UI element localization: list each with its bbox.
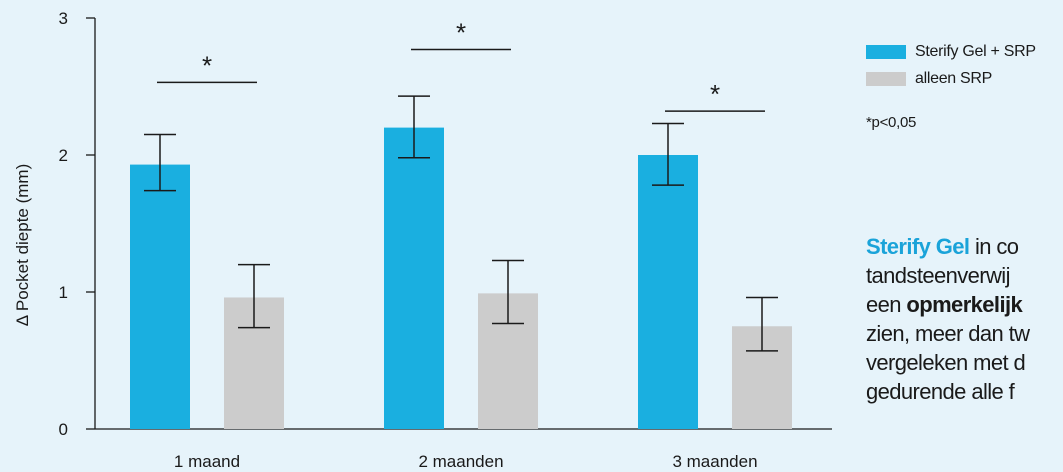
description-strong: opmerkelijk [906,292,1023,317]
legend-item-srp: alleen SRP [866,70,1036,88]
y-tick-label: 0 [59,420,68,439]
chart-axes: 0 1 2 3 1 maand 2 maanden 3 maanden [59,9,832,471]
y-tick-label: 2 [59,146,68,165]
significance-star: * [456,18,466,48]
chart-legend: Sterify Gel + SRP alleen SRP [866,43,1036,97]
y-axis-label: Δ Pocket diepte (mm) [13,164,32,327]
chart-error-bars [144,95,778,352]
bar-sterify [130,164,190,429]
description-line-6: gedurende alle f [866,379,1015,404]
description-line-1: Sterify Gel in co [866,232,1063,261]
x-tick-label: 1 maand [174,452,240,471]
significance-footnote: *p<0,05 [866,114,917,131]
legend-item-sterify: Sterify Gel + SRP [866,43,1036,61]
y-tick-label: 3 [59,9,68,28]
description-line-2: tandsteenverwij [866,263,1010,288]
bar-sterify [384,127,444,429]
description-line-3-pre: een [866,292,907,317]
x-tick-label: 2 maanden [418,452,503,471]
legend-swatch-sterify [866,45,906,59]
description-brand: Sterify Gel [866,234,970,259]
description-line-1-rest: in co [969,234,1019,259]
chart-significance: * * * [157,18,765,112]
legend-label-srp: alleen SRP [915,70,993,87]
bar-sterify [638,155,698,429]
y-tick-label: 1 [59,283,68,302]
description-line-4: zien, meer dan tw [866,321,1030,346]
description-line-5: vergeleken met d [866,350,1026,375]
x-tick-label: 3 maanden [672,452,757,471]
description-line-3: een opmerkelijk [866,290,1063,319]
legend-swatch-srp [866,72,906,86]
legend-label-sterify: Sterify Gel + SRP [915,43,1036,60]
bar-chart: 0 1 2 3 1 maand 2 maanden 3 maanden * * * Δ Pock… [13,9,832,471]
significance-star: * [710,79,720,109]
significance-star: * [202,50,212,80]
description-text: Sterify Gel in co tandsteenverwij een op… [866,232,1063,406]
chart-bars [130,127,792,429]
